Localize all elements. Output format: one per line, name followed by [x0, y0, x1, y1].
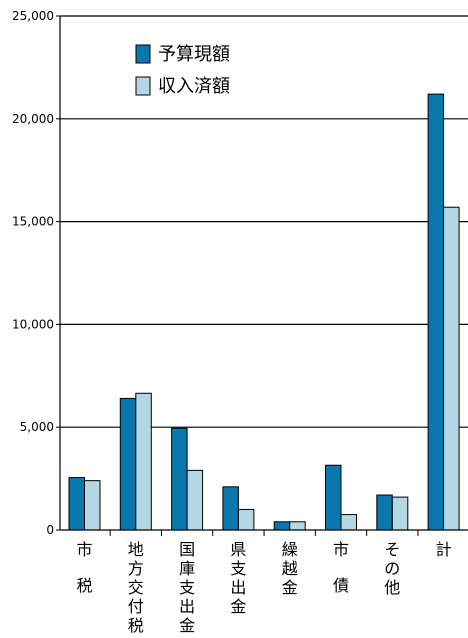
bar-budget: [273, 521, 291, 531]
legend-label: 収入済額: [158, 76, 230, 97]
x-category-label: 出: [230, 578, 246, 597]
bar-received: [289, 521, 306, 531]
y-tick-label: 25,000: [12, 9, 54, 23]
x-category-label: 計: [436, 540, 452, 559]
x-category-label: 交: [128, 578, 144, 597]
x-category-label: そ: [384, 540, 400, 559]
bar-budget: [68, 477, 85, 531]
x-category-label: 金: [282, 578, 298, 597]
x-category-label: 出: [179, 597, 195, 616]
y-tick-label: 15,000: [12, 215, 54, 229]
y-tick-labels: 0 5,000 10,000 15,000 20,000 25,000: [12, 9, 54, 537]
bar-budget: [376, 494, 393, 531]
bars: [68, 93, 460, 531]
x-category-label: 繰: [282, 540, 298, 559]
x-category-label: 越: [282, 559, 298, 578]
x-category-label: 方: [128, 559, 144, 578]
bar-received: [135, 392, 152, 531]
x-category-label: 支: [179, 578, 195, 597]
bar-received: [186, 469, 204, 531]
legend-swatch: [135, 44, 151, 64]
bar-budget: [427, 93, 445, 531]
x-category-label: 県: [230, 540, 246, 559]
bar-received: [391, 496, 409, 531]
x-category-label: の: [384, 559, 400, 578]
x-category-label: 市: [333, 540, 349, 559]
legend-swatch: [135, 76, 151, 96]
bar-budget: [119, 397, 137, 531]
legend-label: 予算現額: [158, 44, 230, 65]
x-category-label: 市: [76, 540, 92, 559]
x-category-label: 付: [128, 597, 144, 616]
x-category-label: 庫: [179, 559, 195, 578]
x-category-label: 金: [179, 616, 195, 634]
y-tick-label: 0: [46, 523, 54, 537]
x-category-label: 金: [230, 597, 246, 616]
axes: [56, 15, 468, 536]
bar-received: [237, 508, 255, 531]
y-tick-label: 5,000: [20, 420, 54, 434]
bar-received: [443, 206, 460, 531]
bar-budget: [171, 427, 188, 531]
gridlines: [60, 15, 468, 428]
x-category-label: 国: [179, 540, 195, 559]
x-category-label: 税: [128, 616, 144, 634]
x-category-label: 他: [384, 578, 400, 597]
bar-received: [340, 514, 357, 531]
y-tick-label: 10,000: [12, 317, 54, 331]
y-tick-label: 20,000: [12, 112, 54, 126]
x-category-label: 地: [128, 540, 144, 559]
x-category-label: 債: [333, 576, 349, 595]
bar-budget: [222, 486, 239, 531]
x-category-label: 税: [76, 576, 92, 595]
bar-received: [84, 480, 101, 531]
bar-budget: [325, 464, 342, 531]
x-category-label: 支: [230, 559, 246, 578]
